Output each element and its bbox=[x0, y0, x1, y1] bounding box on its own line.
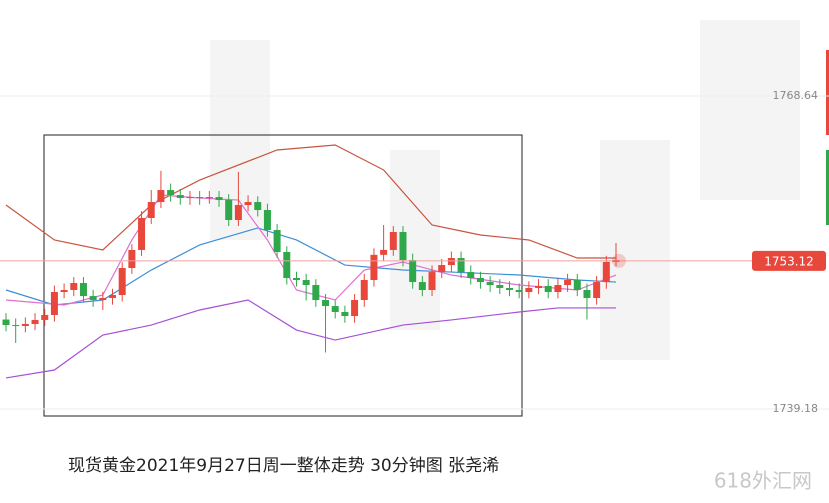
y-tick-label: 1739.18 bbox=[773, 402, 819, 415]
candle-body bbox=[302, 280, 310, 286]
candle-body bbox=[138, 217, 146, 250]
candle-body bbox=[486, 282, 494, 286]
candle-body bbox=[525, 287, 533, 293]
candle-body bbox=[544, 285, 552, 293]
candle-body bbox=[389, 232, 397, 250]
candle-body bbox=[554, 285, 562, 293]
candle-body bbox=[109, 294, 117, 298]
candle-body bbox=[380, 249, 388, 255]
candle-body bbox=[12, 325, 20, 327]
candle-body bbox=[215, 197, 223, 201]
y-tick-label: 1768.64 bbox=[773, 89, 819, 102]
candle-body bbox=[79, 282, 87, 297]
candle-body bbox=[418, 282, 426, 291]
candle-body bbox=[457, 258, 465, 273]
candle-body bbox=[167, 190, 175, 196]
side-bar-red bbox=[826, 50, 829, 135]
candle-body bbox=[583, 290, 591, 298]
candle-body bbox=[128, 249, 136, 269]
candle-body bbox=[602, 261, 610, 283]
candle-body bbox=[322, 299, 330, 307]
candle-body bbox=[21, 323, 29, 327]
candle-body bbox=[476, 278, 484, 283]
candle-body bbox=[438, 265, 446, 273]
indicator-line bbox=[5, 194, 617, 306]
candle-body bbox=[196, 197, 204, 199]
candle-body bbox=[447, 258, 455, 266]
candle-body bbox=[234, 205, 242, 220]
candle-body bbox=[496, 285, 504, 288]
candle-body bbox=[31, 319, 39, 324]
last-price-label: 1753.12 bbox=[764, 254, 814, 268]
candle-body bbox=[467, 272, 475, 279]
candle-body bbox=[50, 292, 58, 315]
candle-body bbox=[409, 260, 417, 283]
candle-body bbox=[428, 272, 436, 291]
candle-body bbox=[564, 280, 572, 286]
candle-body bbox=[312, 285, 320, 300]
candle-body bbox=[41, 314, 49, 320]
candle-body bbox=[341, 311, 349, 317]
watermark: 618外汇网 bbox=[714, 469, 812, 493]
indicator-line bbox=[5, 299, 616, 379]
candle-body bbox=[225, 200, 233, 220]
candle-body bbox=[147, 202, 155, 218]
candle-body bbox=[157, 190, 165, 203]
candle-body bbox=[515, 290, 523, 293]
candle-body bbox=[283, 251, 291, 279]
candle-body bbox=[399, 232, 407, 261]
candle-body bbox=[292, 278, 300, 281]
candle-body bbox=[99, 297, 107, 300]
caption: 现货黄金2021年9月27日周一整体走势 30分钟图 张尧浠 bbox=[68, 456, 499, 476]
candle-body bbox=[331, 306, 339, 312]
plot: 1768.64 1739.18 1753.12 bbox=[0, 89, 829, 415]
candle-body bbox=[593, 282, 601, 298]
candle-body bbox=[254, 202, 262, 211]
candle-body bbox=[505, 287, 513, 291]
candle-body bbox=[244, 202, 252, 206]
candle-body bbox=[89, 296, 97, 300]
candle-body bbox=[360, 280, 368, 300]
candle-body bbox=[263, 210, 271, 230]
candle-body bbox=[573, 280, 581, 291]
highlight-box bbox=[43, 134, 523, 417]
candle-body bbox=[2, 319, 10, 326]
candle-body bbox=[205, 197, 213, 199]
candle-body bbox=[60, 290, 68, 293]
candle-body bbox=[351, 299, 359, 317]
background-decor bbox=[210, 20, 800, 360]
last-price-glow bbox=[612, 253, 626, 268]
candle-body bbox=[186, 197, 194, 199]
last-price-box bbox=[752, 250, 826, 271]
candle-body bbox=[176, 195, 184, 199]
candle-body bbox=[370, 254, 378, 281]
candle-body bbox=[118, 268, 126, 295]
side-bar-green bbox=[826, 150, 829, 225]
candle-body bbox=[273, 229, 281, 252]
indicator-line bbox=[5, 144, 616, 259]
candle-body bbox=[535, 285, 543, 288]
candle-body bbox=[70, 282, 78, 291]
